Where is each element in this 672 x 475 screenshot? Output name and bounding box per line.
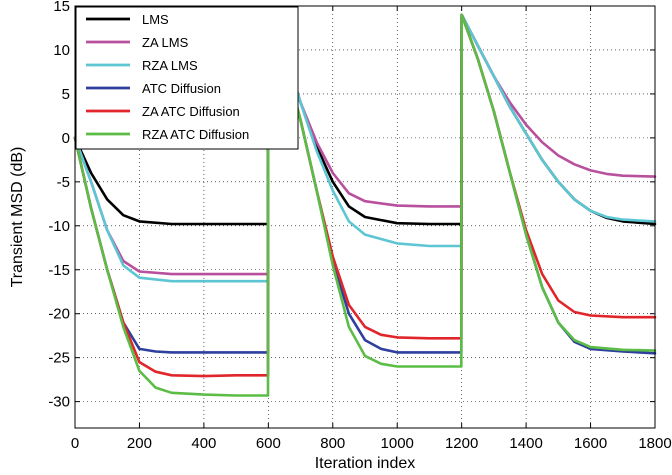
y-tick-label: 5	[62, 86, 70, 103]
x-tick-label: 1000	[381, 435, 414, 452]
y-tick-label: -20	[48, 306, 70, 323]
legend-box	[75, 6, 299, 150]
legend-label-rza-atc-diffusion: RZA ATC Diffusion	[142, 127, 249, 142]
y-tick-label: 15	[53, 0, 70, 15]
y-tick-label: -10	[48, 218, 70, 235]
y-tick-label: 0	[62, 130, 70, 147]
x-tick-label: 400	[191, 435, 216, 452]
y-tick-label: -15	[48, 262, 70, 279]
x-tick-label: 600	[256, 435, 281, 452]
x-tick-label: 1400	[509, 435, 542, 452]
x-tick-label: 0	[71, 435, 79, 452]
legend-label-rza-lms: RZA LMS	[142, 58, 198, 73]
x-tick-label: 1200	[445, 435, 478, 452]
plot-frame	[74, 5, 656, 429]
y-axis-title: Transient MSD (dB)	[9, 147, 26, 288]
legend-label-za-lms: ZA LMS	[142, 35, 189, 50]
series-line-rza-lms	[73, 13, 657, 283]
x-axis-title: Iteration index	[315, 455, 416, 472]
y-tick-label: -5	[57, 174, 70, 191]
series-lines	[73, 13, 657, 397]
series-line-za-lms	[73, 13, 657, 276]
legend-label-atc-diffusion: ATC Diffusion	[142, 81, 221, 96]
y-tick-label: -25	[48, 350, 70, 367]
x-tick-label: 800	[320, 435, 345, 452]
legend-label-lms: LMS	[142, 12, 169, 27]
x-tick-label: 1800	[638, 435, 671, 452]
y-tick-label: -30	[48, 394, 70, 411]
legend-label-za-atc-diffusion: ZA ATC Diffusion	[142, 104, 240, 119]
series-line-rza-atc-diffusion	[73, 13, 657, 397]
series-line-za-atc-diffusion	[73, 13, 657, 378]
x-tick-label: 1600	[574, 435, 607, 452]
y-tick-label: 10	[53, 42, 70, 59]
legend: LMS ZA LMS RZA LMS ATC Diffusion ZA ATC Diff…	[75, 6, 299, 150]
tick-labels: 0 200 400 600 800 1000 1200 1400 1600 1800 15 10 5 0 -…	[48, 0, 671, 452]
x-tick-label: 200	[127, 435, 152, 452]
